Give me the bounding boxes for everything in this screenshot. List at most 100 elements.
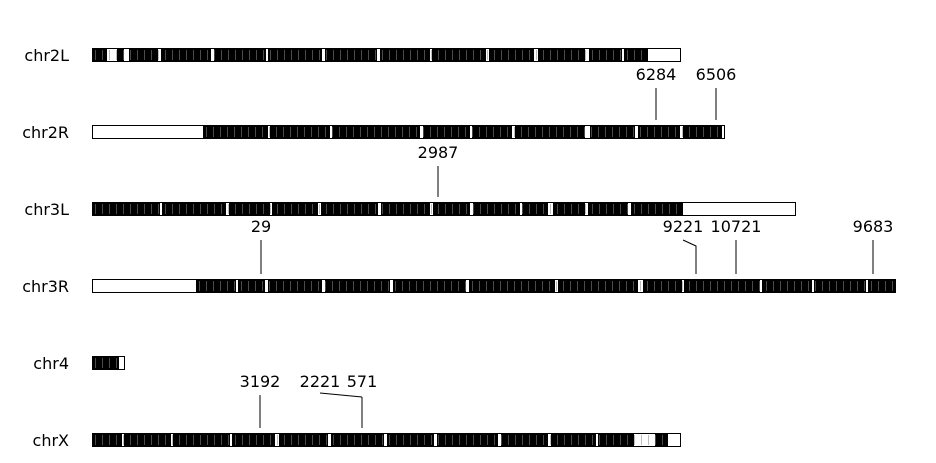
density-stripe <box>535 281 536 291</box>
density-stripe <box>95 358 96 368</box>
chromosome-gap <box>628 203 631 215</box>
density-stripe <box>241 281 242 291</box>
density-stripe <box>319 50 320 60</box>
density-stripe <box>367 281 368 291</box>
density-stripe <box>703 127 704 137</box>
density-stripe <box>794 281 795 291</box>
density-stripe <box>745 281 746 291</box>
density-stripe <box>200 204 201 214</box>
density-stripe <box>354 50 355 60</box>
density-stripe <box>466 204 467 214</box>
density-stripe <box>452 204 453 214</box>
density-stripe <box>382 50 383 60</box>
density-stripe <box>564 435 565 445</box>
density-stripe <box>528 281 529 291</box>
chromosome-gap <box>760 280 762 292</box>
density-stripe <box>466 435 467 445</box>
density-stripe <box>564 204 565 214</box>
density-stripe <box>319 435 320 445</box>
density-stripe <box>850 281 851 291</box>
density-stripe <box>423 281 424 291</box>
density-stripe <box>654 281 655 291</box>
density-stripe <box>508 204 509 214</box>
density-stripe <box>536 204 537 214</box>
density-stripe <box>871 281 872 291</box>
density-stripe <box>472 281 473 291</box>
annotation-label: 6506 <box>696 65 737 84</box>
density-stripe <box>703 281 704 291</box>
density-stripe <box>235 50 236 60</box>
density-stripe <box>480 435 481 445</box>
density-stripe <box>291 435 292 445</box>
chromosome-label: chr2R <box>22 123 69 142</box>
density-stripe <box>661 281 662 291</box>
density-stripe <box>724 281 725 291</box>
chromosome-chr2L: chr2L <box>24 46 681 65</box>
density-stripe <box>808 281 809 291</box>
density-stripe <box>599 50 600 60</box>
density-stripe <box>515 435 516 445</box>
density-stripe <box>165 435 166 445</box>
density-stripe <box>123 204 124 214</box>
density-stripe <box>291 204 292 214</box>
density-stripe <box>396 204 397 214</box>
density-stripe <box>585 50 586 60</box>
density-stripe <box>388 281 389 291</box>
density-stripe <box>556 281 557 291</box>
density-stripe <box>626 127 627 137</box>
density-stripe <box>241 127 242 137</box>
density-stripe <box>634 50 635 60</box>
density-stripe <box>361 50 362 60</box>
density-stripe <box>297 127 298 137</box>
density-stripe <box>543 204 544 214</box>
density-stripe <box>529 50 530 60</box>
chromosome-gap <box>322 49 325 61</box>
density-stripe <box>521 127 522 137</box>
density-stripe <box>144 435 145 445</box>
density-stripe <box>276 127 277 137</box>
density-stripe <box>416 281 417 291</box>
density-stripe <box>500 281 501 291</box>
annotation-6506: 6506 <box>696 65 737 120</box>
density-stripe <box>256 204 257 214</box>
chromosome-gap <box>230 434 232 446</box>
chromosome-gap <box>512 126 515 138</box>
chromosome-label: chr3R <box>22 277 69 296</box>
density-stripe <box>403 204 404 214</box>
density-stripe <box>515 50 516 60</box>
density-stripe <box>277 50 278 60</box>
density-stripe <box>480 50 481 60</box>
density-stripe <box>641 204 642 214</box>
chromosome-fill <box>196 279 896 293</box>
density-stripe <box>158 204 159 214</box>
density-stripe <box>221 435 222 445</box>
density-stripe <box>655 435 656 445</box>
density-stripe <box>367 127 368 137</box>
annotation-label: 2987 <box>418 143 459 162</box>
density-stripe <box>521 281 522 291</box>
chromosome-gap <box>378 203 381 215</box>
density-stripe <box>235 435 236 445</box>
density-stripe <box>641 435 642 445</box>
density-stripe <box>368 204 369 214</box>
density-stripe <box>500 127 501 137</box>
density-stripe <box>529 435 530 445</box>
density-stripe <box>95 204 96 214</box>
density-stripe <box>501 435 502 445</box>
density-stripe <box>445 435 446 445</box>
density-stripe <box>200 435 201 445</box>
density-stripe <box>669 204 670 214</box>
chromosome-gap <box>107 49 117 61</box>
density-stripe <box>507 281 508 291</box>
density-stripe <box>305 50 306 60</box>
density-stripe <box>459 204 460 214</box>
density-stripe <box>613 435 614 445</box>
density-stripe <box>228 50 229 60</box>
density-stripe <box>515 204 516 214</box>
density-stripe <box>354 204 355 214</box>
density-stripe <box>284 435 285 445</box>
density-stripe <box>389 204 390 214</box>
density-stripe <box>277 204 278 214</box>
density-stripe <box>430 127 431 137</box>
density-stripe <box>284 204 285 214</box>
